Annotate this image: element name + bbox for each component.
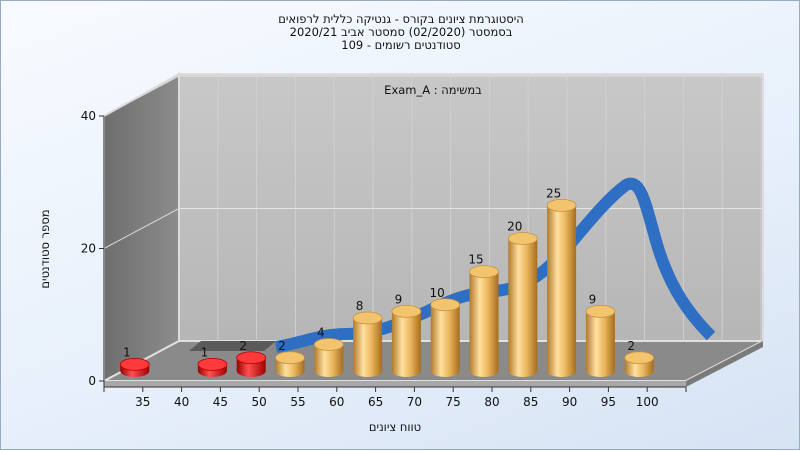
x-tick-label: 90 [562,395,577,409]
x-tick-label: 65 [368,395,383,409]
bar-top [585,304,616,318]
bar-45: 1 [197,345,228,377]
bar-75: 10 [430,286,461,377]
bar-90: 25 [546,186,577,377]
chart-title-line-1: היסטוגרמת ציונים בקורס - גנטיקה כללית לר… [278,12,524,26]
bar-top [430,298,461,312]
y-tick-label: 20 [81,242,96,256]
bar-top [236,351,267,365]
bar-value-label: 4 [317,326,325,340]
y-axis-ticks: 0 20 40 [81,109,104,388]
bar-top [546,198,577,212]
horizontal-gridlines [103,75,763,249]
bar-value-label: 2 [239,339,247,353]
bar-top [119,357,150,371]
x-tick-label: 35 [135,395,150,409]
x-tick-label: 70 [407,395,422,409]
x-tick-label: 85 [523,395,538,409]
x-tick-label: 75 [446,395,461,409]
bar-value-label: 1 [201,345,209,359]
bar-body [391,311,421,377]
x-axis-ticks: 35 40 45 50 55 60 65 70 75 80 85 90 95 100 [103,387,687,409]
bar-body [585,311,615,377]
bar-value-label: 9 [395,292,403,306]
y-tick-label: 0 [88,374,96,388]
side-wall [103,72,180,383]
bar-top [391,304,422,318]
bar-50: 2 [236,339,267,377]
x-tick-label: 40 [174,395,189,409]
chart-title-line-2: בסמסטר (02/2020) סמסטר אביב 2020/21 [289,25,513,39]
bar-55: 2 [275,339,305,377]
bar-top [275,351,305,365]
bar-85: 20 [507,220,538,377]
bar-top [352,311,383,325]
bar-top [197,357,228,371]
chart-title-line-3: סטודנטים רשומים - 109 [341,38,461,52]
gridline-side [103,75,180,117]
exam-annotation: Exam_A : במשימה [384,83,482,97]
bar-value-label: 15 [468,253,483,267]
x-tick-label: 60 [329,395,344,409]
floor-front-edge [104,381,686,387]
bar-body [469,271,499,377]
bar-value-label: 1 [123,345,131,359]
gridline-side [103,208,180,249]
floor-slab [189,341,276,351]
bar-80: 15 [468,253,499,377]
bar-body [314,344,344,377]
x-tick-label: 55 [290,395,305,409]
bar-body [547,205,577,377]
vertical-gridlines [217,74,762,341]
x-axis-label: טווח ציונים [369,420,421,434]
bar-value-label: 8 [356,299,364,313]
x-tick-label: 80 [484,395,499,409]
bar-top [624,351,655,365]
x-tick-label: 95 [601,395,616,409]
bar-value-label: 20 [507,220,522,234]
y-axis-label: מספר סטודנטים [38,209,52,288]
bar-70: 9 [391,292,422,377]
bars: 1 1 2 2 4 8 9 10 15 20 25 9 2 [119,186,655,377]
bar-value-label: 25 [546,186,561,200]
bar-value-label: 9 [589,292,597,306]
bar-top [469,265,499,279]
floor-right-edge [686,341,763,387]
bar-35: 1 [119,345,150,377]
bar-value-label: 2 [278,339,286,353]
bar-top [507,232,538,245]
x-tick-label: 50 [252,395,267,409]
bar-top [313,338,344,351]
bar-body [508,238,538,377]
bar-value-label: 10 [430,286,445,300]
bar-body [430,304,460,377]
bar-60: 4 [313,326,344,377]
x-tick-label: 100 [636,395,659,409]
x-tick-label: 45 [213,395,228,409]
bar-value-label: 2 [627,339,635,353]
bar-body [353,318,383,377]
bar-65: 8 [352,299,383,377]
bar-100: 2 [624,339,655,377]
y-tick-label: 40 [81,109,96,123]
bar-95: 9 [585,292,616,377]
